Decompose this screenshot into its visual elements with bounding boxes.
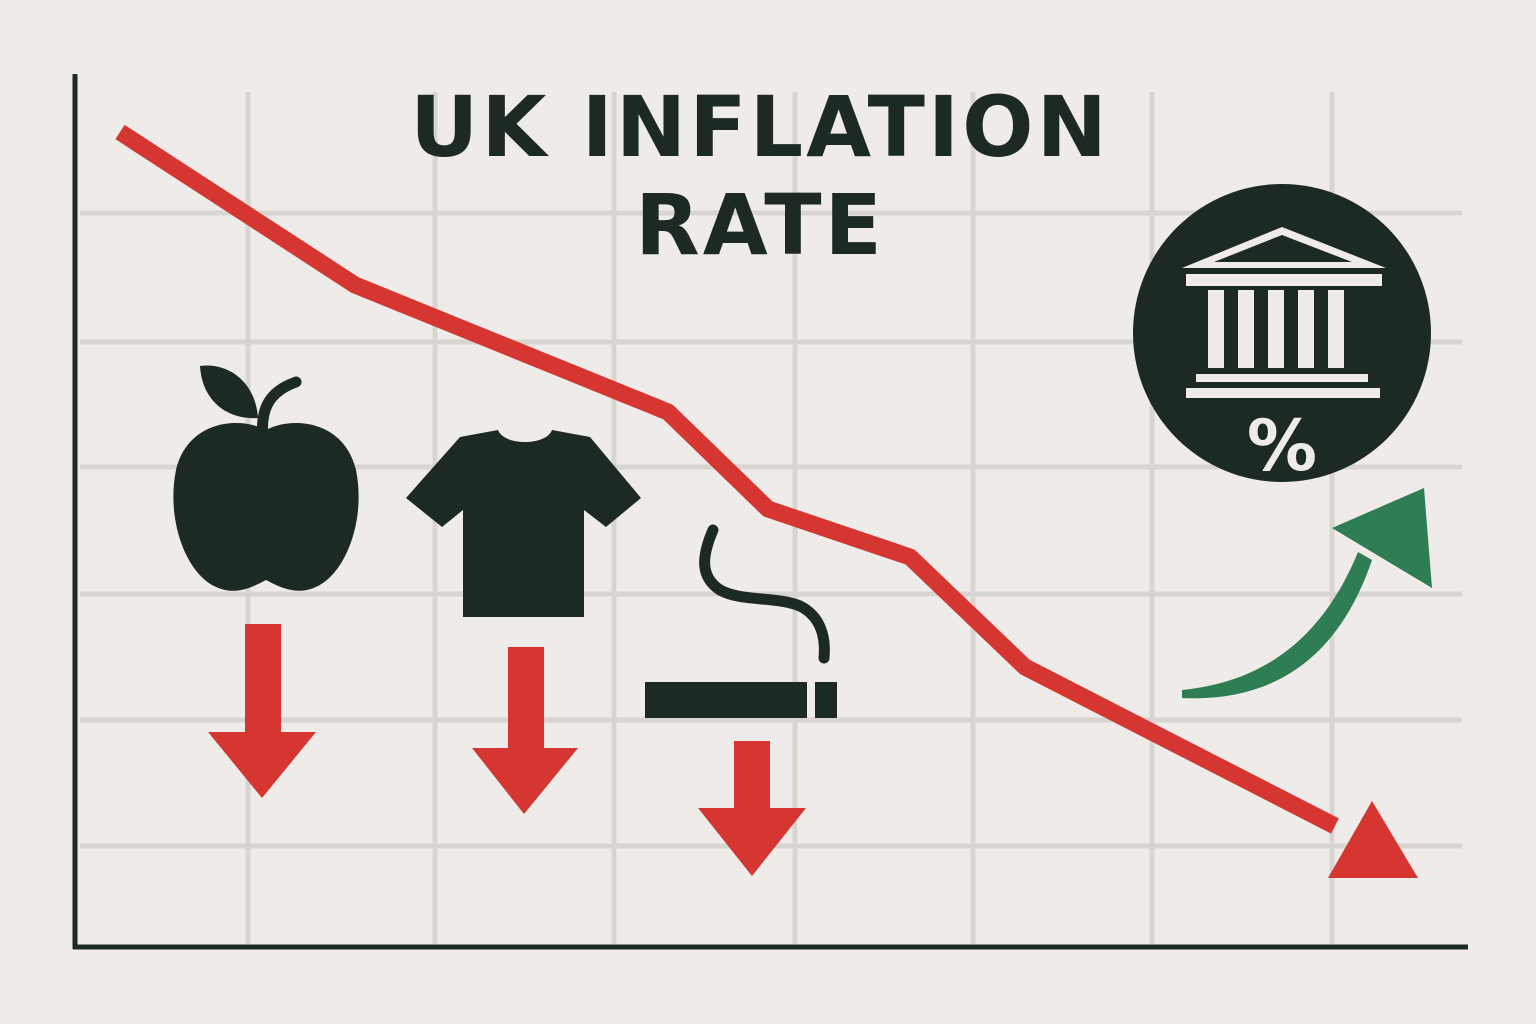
percent-symbol: % [1247,405,1317,487]
apple-icon [173,365,359,591]
apple-down-arrow [208,624,316,798]
rise-arrow [1182,488,1432,699]
page-title: UK INFLATION RATE [410,78,1110,274]
t-shirt-down-arrow [472,647,578,814]
t-shirt-icon [406,430,641,617]
decline-trend-line [115,124,1339,834]
cigarette-icon [645,524,837,718]
decline-trend-arrowhead [1328,801,1418,878]
bank-icon: % [1133,184,1431,487]
cigarette-down-arrow [698,741,806,876]
